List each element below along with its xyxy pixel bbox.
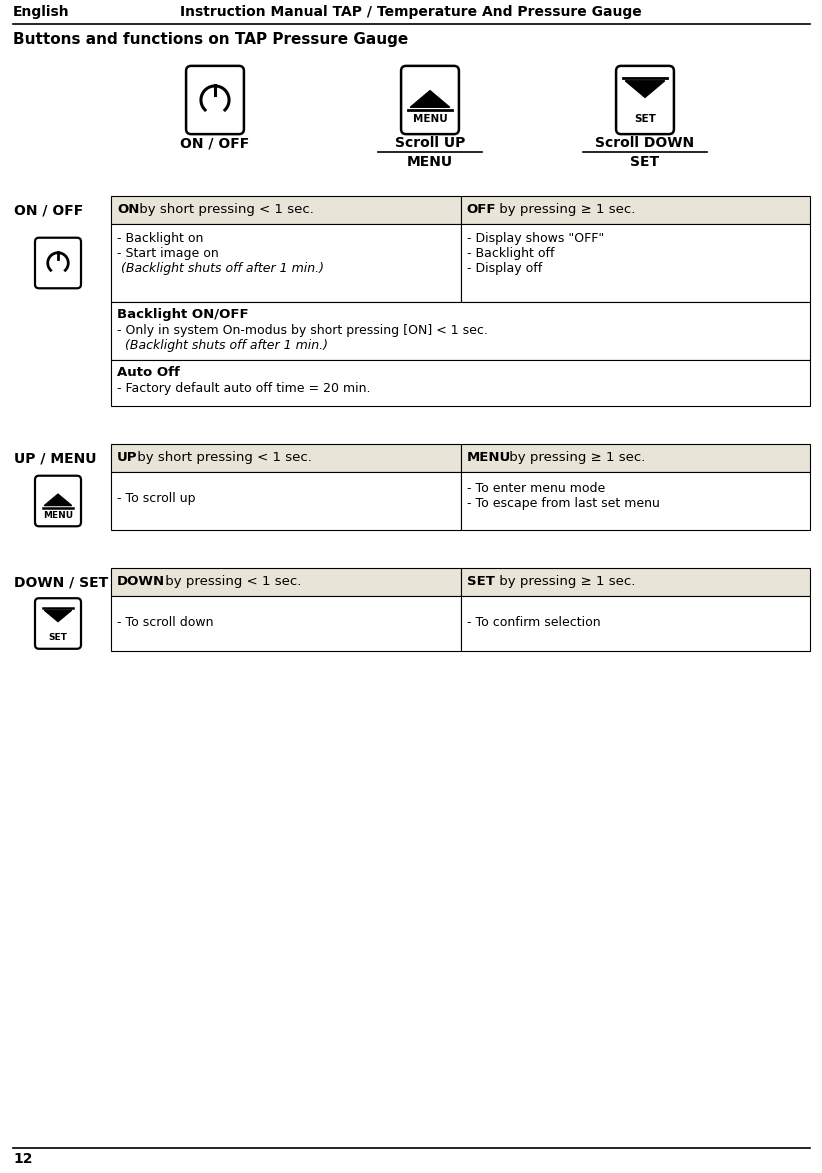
Text: by short pressing < 1 sec.: by short pressing < 1 sec. [135,203,314,216]
Text: MENU: MENU [413,114,447,123]
Text: MENU: MENU [407,155,453,169]
Text: by short pressing < 1 sec.: by short pressing < 1 sec. [133,450,312,465]
FancyBboxPatch shape [35,476,81,527]
Bar [460,596,810,651]
Polygon shape [44,610,72,622]
Text: (Backlight shuts off after 1 min.): (Backlight shuts off after 1 min.) [117,262,324,274]
Text: MENU: MENU [43,511,73,520]
Text: (Backlight shuts off after 1 min.): (Backlight shuts off after 1 min.) [117,339,328,352]
Text: SET: SET [467,575,494,588]
Text: - To scroll up: - To scroll up [117,491,196,506]
Text: - Display off: - Display off [467,262,542,274]
Text: SET: SET [634,114,656,123]
FancyBboxPatch shape [35,598,81,649]
Text: UP / MENU: UP / MENU [14,450,96,465]
Text: - Start image on: - Start image on [117,248,219,260]
Text: Backlight ON/OFF: Backlight ON/OFF [117,308,248,321]
Bar [111,196,460,224]
Bar [111,596,460,651]
Text: by pressing ≥ 1 sec.: by pressing ≥ 1 sec. [495,575,635,588]
Text: - To escape from last set menu: - To escape from last set menu [467,497,659,510]
FancyBboxPatch shape [186,66,244,134]
Bar [460,472,810,530]
Text: Buttons and functions on TAP Pressure Gauge: Buttons and functions on TAP Pressure Ga… [13,32,409,47]
Text: UP: UP [117,450,137,465]
Text: ON / OFF: ON / OFF [14,203,83,217]
Text: DOWN / SET: DOWN / SET [14,575,109,589]
Text: SET: SET [48,633,67,643]
Bar [460,445,810,472]
Text: - Display shows "OFF": - Display shows "OFF" [467,232,603,245]
Bar [111,360,810,406]
Text: Auto Off: Auto Off [117,366,180,379]
Text: OFF: OFF [467,203,496,216]
Bar [460,568,810,596]
Text: by pressing ≥ 1 sec.: by pressing ≥ 1 sec. [495,203,635,216]
FancyBboxPatch shape [616,66,674,134]
Bar [111,568,460,596]
Bar [111,445,460,472]
Bar [111,224,460,301]
Text: - Factory default auto off time = 20 min.: - Factory default auto off time = 20 min… [117,382,371,395]
Text: Scroll UP: Scroll UP [395,136,465,150]
Text: ON: ON [117,203,140,216]
Text: Scroll DOWN: Scroll DOWN [595,136,695,150]
Text: Instruction Manual TAP / Temperature And Pressure Gauge: Instruction Manual TAP / Temperature And… [180,5,642,19]
Bar [460,224,810,301]
Text: - Backlight on: - Backlight on [117,232,203,245]
Bar [460,196,810,224]
Text: - To confirm selection: - To confirm selection [467,616,600,629]
Text: - To enter menu mode: - To enter menu mode [467,482,605,495]
Polygon shape [410,90,450,107]
Text: DOWN: DOWN [117,575,165,588]
Text: MENU: MENU [467,450,510,465]
Text: - Only in system On-modus by short pressing [ON] < 1 sec.: - Only in system On-modus by short press… [117,324,488,337]
Text: - To scroll down: - To scroll down [117,616,214,629]
Text: 12: 12 [13,1152,33,1166]
Polygon shape [626,81,665,97]
Text: English: English [13,5,70,19]
Polygon shape [44,494,72,506]
Text: by pressing < 1 sec.: by pressing < 1 sec. [161,575,302,588]
FancyBboxPatch shape [401,66,459,134]
Text: SET: SET [630,155,659,169]
Text: by pressing ≥ 1 sec.: by pressing ≥ 1 sec. [505,450,645,465]
Bar [111,301,810,360]
Text: ON / OFF: ON / OFF [180,136,250,150]
FancyBboxPatch shape [35,238,81,289]
Bar [111,472,460,530]
Text: - Backlight off: - Backlight off [467,248,554,260]
